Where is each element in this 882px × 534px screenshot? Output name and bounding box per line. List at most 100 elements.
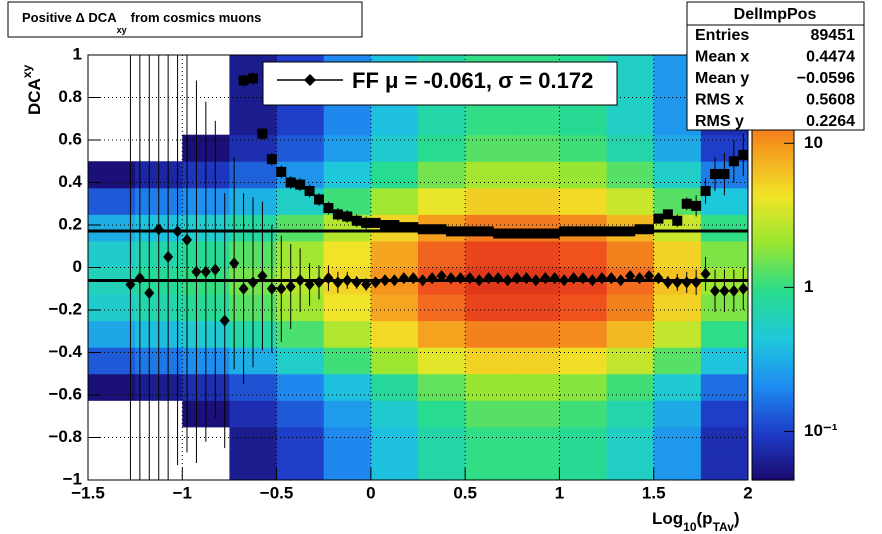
color-bar-step xyxy=(752,338,794,343)
color-bar-step xyxy=(752,285,794,290)
heat-cell xyxy=(653,294,702,322)
mean-point xyxy=(408,272,419,285)
stats-value: 0.4474 xyxy=(806,49,855,66)
mean-point xyxy=(662,276,673,289)
heat-cell xyxy=(512,373,560,401)
heat-cell xyxy=(700,400,749,428)
heat-cell xyxy=(512,320,560,348)
color-bar-step xyxy=(752,175,794,180)
mean-point xyxy=(474,274,485,287)
z-tick-label: 10⁻¹ xyxy=(804,421,838,440)
y-tick-label: 0.6 xyxy=(58,129,82,148)
color-bar-step xyxy=(752,171,794,177)
color-bar-step xyxy=(752,448,794,453)
mean-point xyxy=(219,314,230,327)
mean-point xyxy=(229,257,240,270)
heat-cell xyxy=(465,453,513,481)
heat-cell xyxy=(370,426,419,454)
mean-point xyxy=(446,272,456,285)
color-bar-step xyxy=(752,465,794,470)
mean-point xyxy=(134,272,145,285)
heat-cell xyxy=(88,214,136,242)
rms-point xyxy=(351,215,362,226)
heat-cell xyxy=(512,400,560,428)
heat-cell xyxy=(370,373,419,401)
mean-point xyxy=(200,265,211,278)
color-bar-step xyxy=(752,292,794,297)
y-tick-label: 0.2 xyxy=(58,214,82,233)
heat-cell xyxy=(512,240,560,268)
color-bar-step xyxy=(752,228,794,233)
y-tick-label: 0 xyxy=(73,257,82,276)
heat-cell xyxy=(559,108,608,136)
rms-point xyxy=(644,224,654,235)
heat-cell xyxy=(88,161,136,189)
heat-cell xyxy=(465,294,513,322)
mean-point xyxy=(568,272,579,285)
heat-cell xyxy=(559,187,608,215)
color-bar-step xyxy=(752,426,794,432)
heat-cell xyxy=(559,240,608,268)
y-label-sub: xy xyxy=(20,64,34,78)
rms-point xyxy=(672,215,683,226)
heat-cell xyxy=(559,161,608,189)
color-bar-step xyxy=(752,398,794,403)
mean-point xyxy=(144,287,155,299)
mean-point xyxy=(417,274,428,287)
heat-cell xyxy=(418,108,466,136)
mean-point xyxy=(625,270,636,282)
color-bar-step xyxy=(752,384,794,389)
heat-cell xyxy=(559,134,608,162)
y-tick-label: 0.4 xyxy=(58,172,82,191)
mean-point xyxy=(436,270,447,282)
x-tick-label: 2 xyxy=(743,483,752,502)
color-bar-step xyxy=(752,373,794,378)
heat-cell xyxy=(418,347,466,375)
color-bar-step xyxy=(752,409,794,414)
heat-cell xyxy=(653,400,702,428)
color-bar-step xyxy=(752,472,794,478)
legend-box xyxy=(262,61,618,106)
heat-cell xyxy=(606,240,655,268)
stats-frame xyxy=(686,1,865,131)
color-bar-step xyxy=(752,140,794,145)
rms-point xyxy=(389,220,400,230)
heat-cell xyxy=(370,161,419,189)
color-bar-step xyxy=(752,380,794,385)
color-bar-step xyxy=(752,444,794,449)
heat-cell xyxy=(88,294,136,322)
color-bar-step xyxy=(752,164,794,169)
heat-cell xyxy=(606,453,655,481)
color-bar-step xyxy=(752,327,794,332)
heat-cell xyxy=(465,161,513,189)
color-bar-step xyxy=(752,313,794,318)
heat-cell xyxy=(229,161,278,189)
rms-point xyxy=(314,194,324,205)
color-bar-step xyxy=(752,462,794,467)
rms-point xyxy=(464,226,475,237)
heat-cell xyxy=(653,320,702,348)
rms-point xyxy=(653,213,664,224)
heat-cell xyxy=(653,161,702,189)
color-bar-step xyxy=(752,441,794,446)
color-bar-step xyxy=(752,246,794,251)
heat-cell xyxy=(276,320,325,348)
color-bar-step xyxy=(752,334,794,339)
rms-point xyxy=(304,186,315,196)
y-tick-label: −1 xyxy=(63,469,82,488)
x-label-part: (p xyxy=(697,509,713,528)
heat-cell xyxy=(276,347,325,375)
heat-cell xyxy=(700,347,749,375)
title-sub: xy xyxy=(117,25,127,35)
color-bar-step xyxy=(752,317,794,322)
color-bar-step xyxy=(752,214,794,219)
rms-point xyxy=(380,220,390,230)
y-tick-label: 1 xyxy=(73,44,82,63)
heat-cell xyxy=(323,426,372,454)
mean-point xyxy=(380,274,390,287)
mean-point xyxy=(323,272,334,285)
heat-cell xyxy=(559,400,608,428)
heat-cell xyxy=(512,161,560,189)
heat-cell xyxy=(370,108,419,136)
heat-cell xyxy=(465,187,513,215)
